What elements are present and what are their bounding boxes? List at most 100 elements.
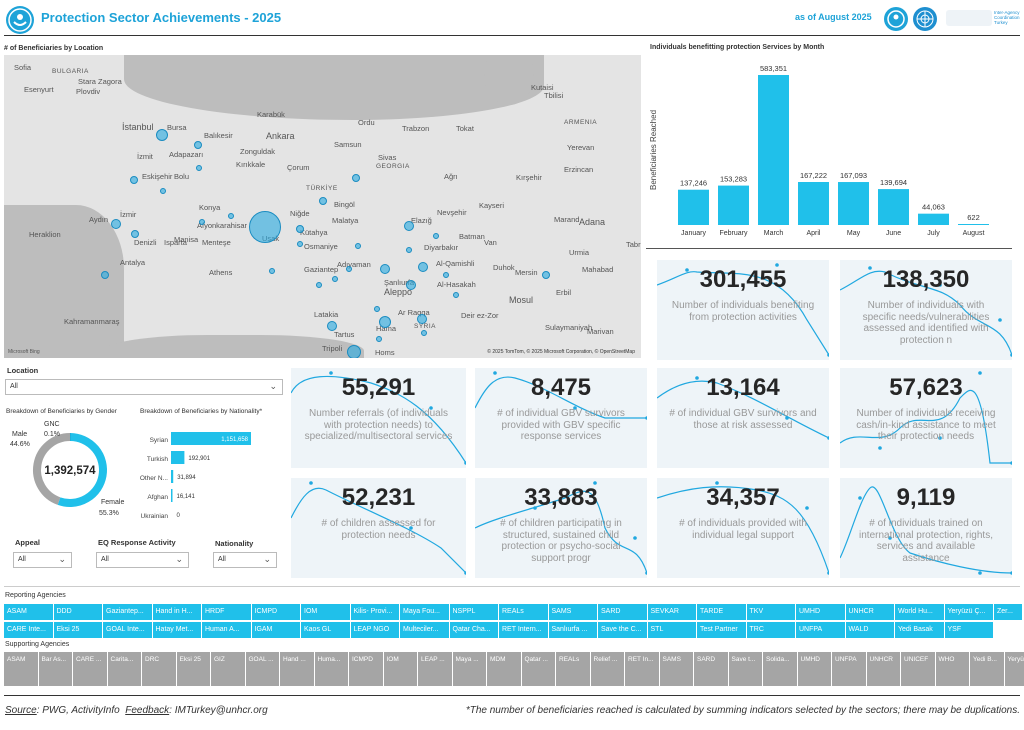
agency-tile[interactable]: ASAM: [4, 604, 53, 620]
location-bubble[interactable]: [352, 174, 360, 182]
agency-tile[interactable]: MDM: [487, 652, 521, 686]
location-bubble[interactable]: [228, 213, 234, 219]
agency-tile[interactable]: Zer...: [994, 604, 1022, 620]
agency-tile[interactable]: Huma...: [314, 652, 348, 686]
agency-tile[interactable]: UNHCR: [866, 652, 900, 686]
agency-tile[interactable]: Sanlıurfa ...: [548, 622, 597, 638]
agency-tile[interactable]: IGAM: [251, 622, 300, 638]
location-bubble[interactable]: [355, 243, 361, 249]
location-bubble[interactable]: [249, 211, 281, 243]
agency-tile[interactable]: RET In...: [625, 652, 659, 686]
location-bubble[interactable]: [380, 264, 390, 274]
agency-tile[interactable]: REALs: [499, 604, 548, 620]
agency-tile[interactable]: DDD: [53, 604, 102, 620]
agency-tile[interactable]: ICMPD: [349, 652, 383, 686]
agency-tile[interactable]: STL: [647, 622, 696, 638]
location-bubble[interactable]: [347, 345, 361, 358]
agency-tile[interactable]: IOM: [383, 652, 417, 686]
agency-tile[interactable]: UNFPA: [832, 652, 866, 686]
location-bubble[interactable]: [327, 321, 337, 331]
agency-tile[interactable]: Eksi 25: [53, 622, 102, 638]
agency-tile[interactable]: TKV: [746, 604, 795, 620]
agency-tile[interactable]: IOM: [301, 604, 350, 620]
agency-tile[interactable]: TARDE: [697, 604, 746, 620]
agency-tile[interactable]: NSPPL: [449, 604, 498, 620]
agency-tile[interactable]: UMHD: [797, 652, 831, 686]
agency-tile[interactable]: Hand in H...: [152, 604, 201, 620]
agency-tile[interactable]: LEAP ...: [418, 652, 452, 686]
agency-tile[interactable]: Test Partner: [697, 622, 746, 638]
agency-tile[interactable]: Hatay Met...: [152, 622, 201, 638]
location-bubble[interactable]: [406, 247, 412, 253]
agency-tile[interactable]: UNFPA: [796, 622, 845, 638]
agency-tile[interactable]: SAMS: [659, 652, 693, 686]
agency-tile[interactable]: SARD: [694, 652, 728, 686]
agency-tile[interactable]: Maya ...: [452, 652, 486, 686]
eq-response-filter[interactable]: All ⌄: [96, 552, 189, 568]
agency-tile[interactable]: ICMPD: [251, 604, 300, 620]
location-bubble[interactable]: [194, 141, 202, 149]
location-bubble[interactable]: [269, 268, 275, 274]
location-bubble[interactable]: [131, 230, 139, 238]
location-bubble[interactable]: [346, 266, 352, 272]
agency-tile[interactable]: CARE Inte...: [4, 622, 53, 638]
agency-tile[interactable]: ASAM: [4, 652, 38, 686]
location-bubble[interactable]: [160, 188, 166, 194]
location-bubble[interactable]: [101, 271, 109, 279]
agency-tile[interactable]: Relief ...: [590, 652, 624, 686]
agency-tile[interactable]: DRC: [142, 652, 176, 686]
location-bubble[interactable]: [404, 221, 414, 231]
beneficiaries-map[interactable]: Sofia BULGARIA Stara Zagora Plovdiv Esenyurt…: [4, 55, 641, 358]
location-bubble[interactable]: [374, 306, 380, 312]
agency-tile[interactable]: Yeryüz...: [1004, 652, 1024, 686]
agency-tile[interactable]: Save t...: [728, 652, 762, 686]
location-bubble[interactable]: [130, 176, 138, 184]
location-bubble[interactable]: [542, 271, 550, 279]
location-bubble[interactable]: [379, 316, 391, 328]
location-bubble[interactable]: [199, 219, 205, 225]
agency-tile[interactable]: GOAL ...: [245, 652, 279, 686]
agency-tile[interactable]: GOAL Inte...: [103, 622, 152, 638]
agency-tile[interactable]: GIZ: [211, 652, 245, 686]
nationality-filter[interactable]: All ⌄: [213, 552, 277, 568]
agency-tile[interactable]: Eksi 25: [176, 652, 210, 686]
agency-tile[interactable]: Kilis- Provi...: [350, 604, 399, 620]
agency-tile[interactable]: SARD: [598, 604, 647, 620]
agency-tile[interactable]: Maya Fou...: [400, 604, 449, 620]
agency-tile[interactable]: Gaziantep...: [103, 604, 152, 620]
agency-tile[interactable]: Save the C...: [598, 622, 647, 638]
agency-tile[interactable]: Kaos GL: [301, 622, 350, 638]
agency-tile[interactable]: Yedi B...: [970, 652, 1004, 686]
location-bubble[interactable]: [418, 262, 428, 272]
location-bubble[interactable]: [376, 336, 382, 342]
location-bubble[interactable]: [297, 241, 303, 247]
agency-tile[interactable]: REALs: [556, 652, 590, 686]
agency-tile[interactable]: UMHD: [796, 604, 845, 620]
location-filter[interactable]: All ⌄: [5, 379, 283, 395]
agency-tile[interactable]: TRC: [746, 622, 795, 638]
location-bubble[interactable]: [443, 272, 449, 278]
location-bubble[interactable]: [433, 233, 439, 239]
agency-tile[interactable]: WALD: [845, 622, 894, 638]
agency-tile[interactable]: SEVKAR: [647, 604, 696, 620]
agency-tile[interactable]: Carita...: [107, 652, 141, 686]
agency-tile[interactable]: Multeciler...: [400, 622, 449, 638]
appeal-filter[interactable]: All ⌄: [13, 552, 72, 568]
location-bubble[interactable]: [156, 129, 168, 141]
location-bubble[interactable]: [316, 282, 322, 288]
agency-tile[interactable]: World Hu...: [895, 604, 944, 620]
agency-tile[interactable]: WHO: [935, 652, 969, 686]
location-bubble[interactable]: [453, 292, 459, 298]
agency-tile[interactable]: CARE ...: [73, 652, 107, 686]
location-bubble[interactable]: [196, 165, 202, 171]
feedback-email[interactable]: IMTurkey@unhcr.org: [174, 705, 268, 716]
agency-tile[interactable]: UNHCR: [845, 604, 894, 620]
agency-tile[interactable]: Yedi Basak: [895, 622, 944, 638]
location-bubble[interactable]: [296, 225, 304, 233]
agency-tile[interactable]: Solida...: [763, 652, 797, 686]
agency-tile[interactable]: HRDF: [202, 604, 251, 620]
agency-tile[interactable]: UNICEF: [901, 652, 935, 686]
agency-tile[interactable]: Qatar Cha...: [449, 622, 498, 638]
agency-tile[interactable]: Qatar ...: [521, 652, 555, 686]
location-bubble[interactable]: [111, 219, 121, 229]
